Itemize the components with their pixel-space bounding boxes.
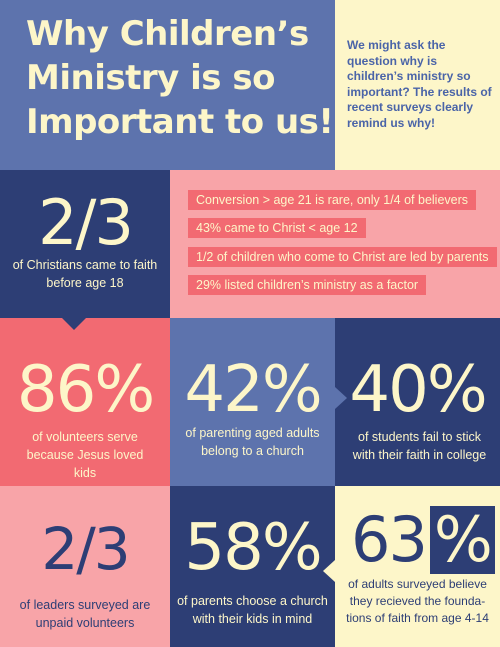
stat-caption: of adults surveyed believe they recieved…	[346, 577, 489, 625]
fact-pill: 43% came to Christ < age 12	[188, 218, 366, 238]
stat-value: 86%	[16, 353, 155, 427]
stat-value: 63%	[351, 506, 495, 574]
stat-value: 2/3	[38, 186, 134, 259]
fact-pill: 29% listed children’s ministry as a fact…	[188, 275, 427, 295]
arrow-right-marker	[335, 387, 347, 409]
facts-panel: Conversion > age 21 is rare, only 1/4 of…	[170, 170, 500, 318]
stat-value: 58%	[184, 511, 322, 585]
arrow-left-marker	[323, 560, 335, 582]
stat-value-digits: 63	[351, 503, 428, 576]
stat-value: 40%	[349, 353, 487, 427]
title-line: Why Children’s	[26, 14, 309, 54]
stat-caption: of students fail to stick with their fai…	[352, 430, 487, 463]
title-line: Ministry is so	[26, 58, 275, 98]
title-line: Important to us!	[26, 102, 334, 142]
stat-caption: of Christians came to faith before age 1…	[12, 258, 158, 291]
arrow-down-marker	[62, 318, 86, 330]
stat-tile-leaders: 2/3 of leaders surveyed are unpaid volun…	[0, 486, 170, 647]
stat-value: 42%	[184, 353, 322, 427]
page-title: Why Children’s Ministry is so Important …	[26, 12, 334, 144]
stat-caption: of parenting aged adults belong to a chu…	[185, 426, 320, 459]
fact-pill: 1/2 of children who come to Christ are l…	[188, 247, 497, 267]
intro-text: We might ask the question why is childre…	[347, 38, 492, 130]
stat-caption: of parents choose a church with their ki…	[177, 594, 328, 627]
stat-caption: of leaders surveyed are unpaid volunteer…	[19, 598, 151, 631]
stat-tile-foundations: 63% of adults surveyed believe they reci…	[335, 486, 500, 647]
stat-tile-christians: 2/3 of Christians came to faith before a…	[0, 170, 170, 318]
header-intro-panel: We might ask the question why is childre…	[335, 0, 500, 170]
stat-tile-volunteers: 86% of volunteers serve because Jesus lo…	[0, 318, 170, 486]
stat-caption: of volunteers serve because Jesus loved …	[26, 430, 144, 481]
stat-tile-students: 40% of students fail to stick with their…	[335, 318, 500, 486]
stat-tile-choose-church: 58% of parents choose a church with thei…	[170, 486, 335, 647]
header-title-panel: Why Children’s Ministry is so Important …	[0, 0, 335, 170]
fact-pill: Conversion > age 21 is rare, only 1/4 of…	[188, 190, 477, 210]
stat-tile-parents-church: 42% of parenting aged adults belong to a…	[170, 318, 335, 486]
stat-value: 2/3	[41, 515, 130, 583]
stat-value-percent: %	[429, 506, 495, 574]
